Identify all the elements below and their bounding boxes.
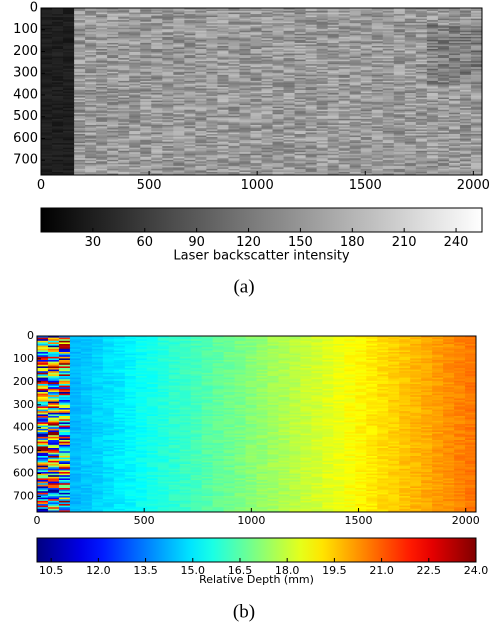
y-tick-label: 500 <box>13 109 38 124</box>
x-tick-label: 500 <box>137 178 162 193</box>
x-tick-label: 1000 <box>241 178 274 193</box>
colorbar <box>41 208 482 232</box>
y-tick-label: 700 <box>13 153 38 168</box>
caption: (a) <box>233 276 254 297</box>
y-tick-label: 400 <box>13 87 38 102</box>
y-tick-label: 0 <box>30 1 38 16</box>
y-tick-label: 200 <box>13 44 38 59</box>
colorbar-tick-label: 210 <box>392 235 417 250</box>
y-tick-label: 600 <box>13 131 38 146</box>
x-tick-label: 2000 <box>457 178 489 193</box>
colorbar-tick-label: 60 <box>136 235 153 250</box>
y-tick-label: 100 <box>13 22 38 37</box>
colorbar-label: Laser backscatter intensity <box>173 249 350 264</box>
x-tick-label: 0 <box>37 178 45 193</box>
image <box>41 8 483 176</box>
image <box>37 336 477 513</box>
y-tick-label: 300 <box>13 66 38 81</box>
x-tick-label: 1500 <box>349 178 382 193</box>
colorbar-tick-label: 30 <box>85 235 102 250</box>
colorbar-tick-label: 240 <box>444 235 469 250</box>
